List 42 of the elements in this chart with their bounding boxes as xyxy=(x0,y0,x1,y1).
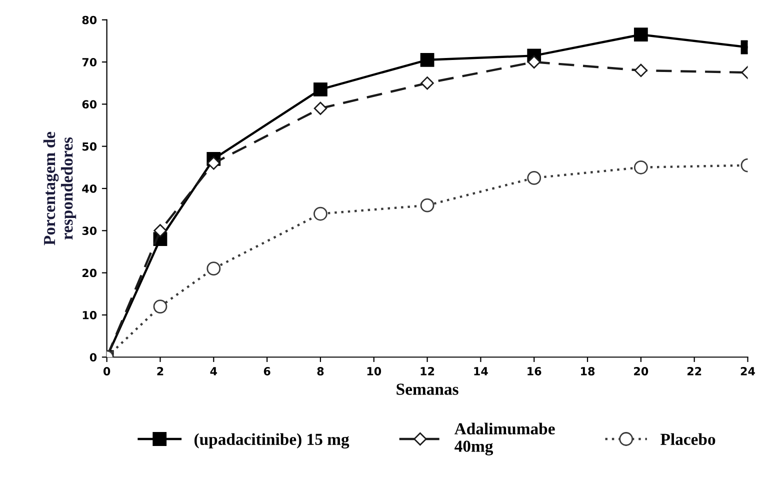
y-tick-label: 80 xyxy=(82,16,97,24)
point xyxy=(154,224,167,238)
point xyxy=(528,55,541,69)
point xyxy=(420,52,434,67)
x-tick-label: 18 xyxy=(581,367,595,376)
y-tick-label: 40 xyxy=(82,184,97,193)
y-tick-label: 10 xyxy=(82,310,97,320)
legend-label: Placebo xyxy=(660,433,716,445)
point xyxy=(634,160,648,174)
x-axis-title: Semanas xyxy=(396,384,458,395)
legend-label: Adalimumabe 40mg xyxy=(454,422,555,456)
point xyxy=(206,262,221,276)
x-tick-label: 16 xyxy=(528,367,542,376)
y-tick-label: 50 xyxy=(82,142,97,151)
point xyxy=(153,300,168,314)
y-tick-label: 0 xyxy=(90,353,97,362)
x-tick-label: 8 xyxy=(317,367,324,376)
x-tick-label: 24 xyxy=(740,367,755,376)
x-tick-label: 6 xyxy=(264,367,270,376)
point xyxy=(314,102,328,115)
legend-label: (upadacitinibe) 15 mg xyxy=(194,433,350,449)
y-tick-label: 30 xyxy=(82,226,97,236)
x-tick-label: 12 xyxy=(420,367,434,376)
y-axis-title: Porcentagem de respondedores xyxy=(43,132,76,246)
point xyxy=(314,82,328,96)
x-tick-label: 14 xyxy=(474,367,488,376)
x-tick-label: 0 xyxy=(103,367,110,376)
y-tick-label: 20 xyxy=(82,268,97,278)
point xyxy=(634,64,648,78)
point xyxy=(207,156,220,170)
x-tick-label: 2 xyxy=(157,367,164,376)
y-tick-label: 60 xyxy=(82,100,97,109)
x-tick-label: 20 xyxy=(634,367,648,376)
x-tick-label: 22 xyxy=(687,367,702,376)
point xyxy=(420,198,434,212)
y-tick-label: 70 xyxy=(82,58,97,66)
x-tick-label: 4 xyxy=(210,367,217,376)
point xyxy=(527,170,542,185)
point xyxy=(420,76,434,90)
point xyxy=(314,206,328,221)
point xyxy=(634,28,648,42)
x-tick-label: 10 xyxy=(367,367,382,376)
